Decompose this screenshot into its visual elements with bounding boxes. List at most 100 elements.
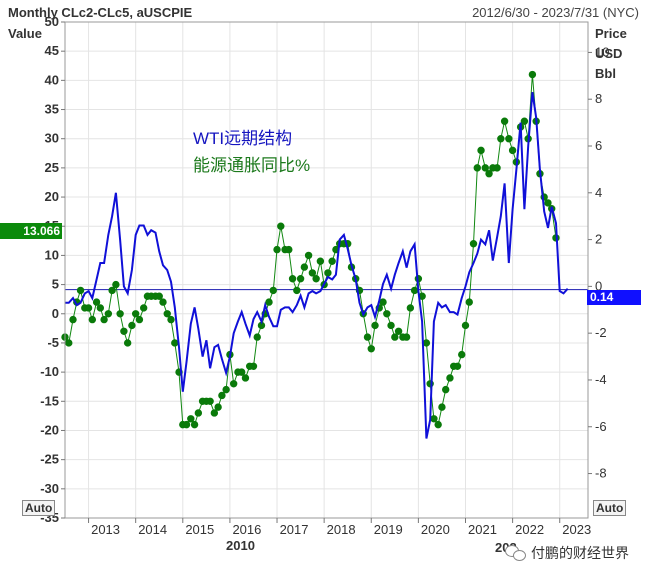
energy-inflation-point xyxy=(253,333,261,341)
energy-inflation-point xyxy=(100,315,108,324)
right-tick-label: -6 xyxy=(595,419,607,434)
series-group xyxy=(61,70,569,439)
energy-inflation-point xyxy=(434,420,442,429)
wti-structure-line xyxy=(65,92,569,439)
energy-inflation-point xyxy=(481,164,489,172)
energy-inflation-point xyxy=(316,257,325,265)
energy-inflation-point xyxy=(182,420,191,429)
right-axis-title-price: Price xyxy=(595,26,627,41)
energy-inflation-point xyxy=(112,280,120,289)
energy-inflation-point xyxy=(249,362,258,370)
energy-inflation-point xyxy=(187,415,195,423)
left-tick-label: 50 xyxy=(45,14,59,29)
left-tick-label: 35 xyxy=(45,102,59,117)
x-tick-label: 2014 xyxy=(138,522,167,537)
x-tick-label: 2020 xyxy=(421,522,450,537)
energy-inflation-point xyxy=(304,251,313,260)
chart-title: Monthly CLc2-CLc5, aUSCPIE xyxy=(8,5,193,20)
energy-inflation-point xyxy=(194,409,203,417)
x-tick-label: 2022 xyxy=(515,522,544,537)
right-axis-auto-button[interactable]: Auto xyxy=(593,500,627,516)
energy-inflation-point xyxy=(422,339,431,347)
energy-inflation-point xyxy=(218,391,226,400)
x-tick-label: 2013 xyxy=(91,522,120,537)
energy-inflation-point xyxy=(229,380,238,388)
energy-inflation-point xyxy=(328,257,336,265)
energy-inflation-point xyxy=(300,263,309,271)
right-tick-label: 2 xyxy=(595,232,602,247)
x-tick-label: 2021 xyxy=(468,522,497,537)
energy-inflation-point xyxy=(163,310,171,318)
energy-inflation-point xyxy=(288,275,297,283)
right-tick-label: 6 xyxy=(595,138,602,153)
energy-inflation-point xyxy=(222,385,230,394)
wti-structure-label: WTI远期结构 xyxy=(193,129,293,148)
energy-inflation-point xyxy=(465,298,473,306)
left-tick-label: -10 xyxy=(40,364,59,379)
energy-inflation-point xyxy=(308,269,317,277)
right-tick-label: -2 xyxy=(595,325,607,340)
left-axis-auto-button[interactable]: Auto xyxy=(22,500,56,516)
energy-inflation-point xyxy=(108,286,116,295)
energy-inflation-point xyxy=(265,298,273,306)
energy-inflation-point xyxy=(312,275,320,283)
energy-inflation-point xyxy=(394,327,403,335)
energy-inflation-point xyxy=(296,275,305,283)
energy-inflation-point xyxy=(269,286,277,295)
energy-inflation-point xyxy=(273,245,281,254)
energy-inflation-point xyxy=(190,420,199,429)
left-tick-label: -20 xyxy=(40,422,59,437)
left-tick-label: -5 xyxy=(47,335,59,350)
right-tick-label: 0 xyxy=(595,278,602,293)
energy-inflation-point xyxy=(544,199,552,207)
energy-inflation-point xyxy=(69,315,77,324)
x-tick-label: 2018 xyxy=(327,522,356,537)
energy-inflation-point xyxy=(241,374,250,382)
left-tick-label: -25 xyxy=(40,452,59,467)
left-tick-label: 40 xyxy=(45,72,59,87)
energy-inflation-point xyxy=(120,327,128,335)
energy-inflation-label: 能源通胀同比% xyxy=(193,156,311,175)
energy-inflation-point xyxy=(135,315,144,324)
energy-inflation-point xyxy=(214,403,222,411)
energy-inflation-point xyxy=(171,339,179,347)
right-tick-label: 8 xyxy=(595,91,602,106)
energy-inflation-point xyxy=(285,245,293,254)
right-last-value-tag: 0.14 xyxy=(587,290,641,305)
energy-inflation-point xyxy=(458,350,466,359)
left-tick-label: 10 xyxy=(45,247,59,262)
energy-inflation-point xyxy=(406,304,415,312)
right-tick-label: -8 xyxy=(595,466,607,481)
energy-inflation-point xyxy=(84,304,93,312)
watermark: 付鹏的财经世界 xyxy=(505,543,629,563)
energy-inflation-point xyxy=(139,304,148,312)
energy-inflation-point xyxy=(402,333,411,341)
energy-inflation-point xyxy=(387,321,395,330)
energy-inflation-point xyxy=(485,170,493,178)
energy-inflation-point xyxy=(65,339,73,347)
energy-inflation-point xyxy=(167,315,175,324)
energy-inflation-point xyxy=(508,146,517,155)
axes-group: 50454035302520151050-5-10-15-20-25-30-35… xyxy=(40,14,609,537)
energy-inflation-point xyxy=(367,345,375,353)
energy-inflation-point xyxy=(131,310,140,318)
energy-inflation-point xyxy=(159,298,167,306)
right-axis-title-currency: USD xyxy=(595,46,623,61)
x-tick-label: 2023 xyxy=(562,522,591,537)
energy-inflation-point xyxy=(155,292,163,300)
date-range: 2012/6/30 - 2023/7/31 (NYC) xyxy=(472,5,639,20)
x-tick-label: 2015 xyxy=(185,522,214,537)
energy-inflation-point xyxy=(391,333,399,341)
energy-inflation-point xyxy=(383,310,391,318)
energy-inflation-point xyxy=(379,298,387,306)
energy-inflation-point xyxy=(237,368,246,376)
right-tick-label: -4 xyxy=(595,372,607,387)
energy-inflation-point xyxy=(293,286,301,295)
left-tick-label: 25 xyxy=(45,160,59,175)
right-axis-title-unit: Bbl xyxy=(595,66,616,81)
left-tick-label: 30 xyxy=(45,131,59,146)
left-tick-label: 0 xyxy=(52,306,59,321)
x-tick-label: 2019 xyxy=(374,522,403,537)
energy-inflation-point xyxy=(442,385,450,394)
